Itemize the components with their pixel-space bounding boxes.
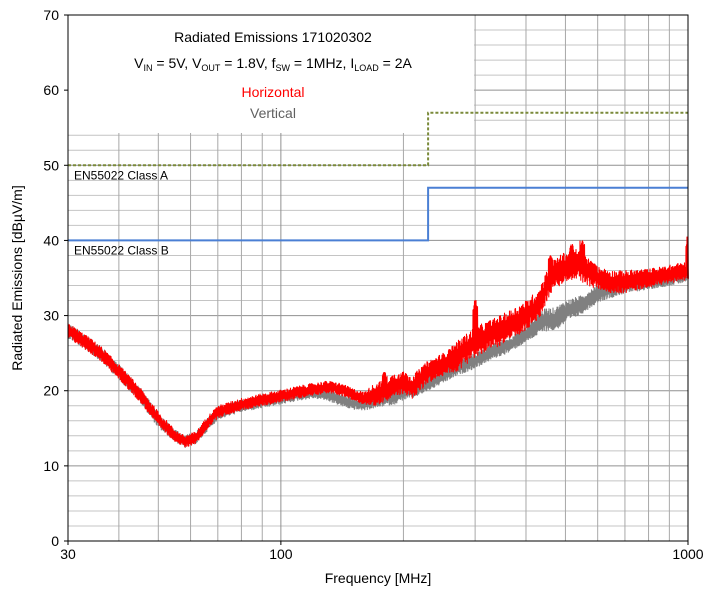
y-tick-label: 50 — [43, 157, 59, 173]
x-tick-label: 100 — [269, 546, 293, 562]
limit-label-class-a: EN55022 Class A — [74, 168, 168, 182]
series-layer — [67, 236, 689, 448]
series-horizontal-line — [67, 236, 689, 448]
y-tick-label: 30 — [43, 308, 59, 324]
chart-subtitle: VIN = 5V, VOUT = 1.8V, fSW = 1MHz, ILOAD… — [134, 55, 412, 73]
grid — [67, 14, 689, 542]
limit-label-class-b: EN55022 Class B — [74, 243, 169, 257]
x-axis-label: Frequency [MHz] — [325, 570, 432, 586]
legend-vertical: Vertical — [250, 105, 296, 121]
axis-ticks: 0 10 20 30 40 50 60 70 30 100 1000 — [43, 7, 703, 562]
plot-frame — [67, 14, 689, 542]
legend-box — [68, 15, 474, 133]
y-tick-label: 10 — [43, 458, 59, 474]
legend-horizontal: Horizontal — [241, 84, 304, 100]
limit-lines: EN55022 Class A EN55022 Class B — [68, 111, 688, 257]
y-tick-label: 70 — [43, 7, 59, 23]
chart-title: Radiated Emissions 171020302 — [174, 29, 372, 45]
y-tick-label: 40 — [43, 232, 59, 248]
x-tick-label: 30 — [60, 546, 76, 562]
y-tick-label: 0 — [51, 533, 59, 549]
y-tick-label: 20 — [43, 383, 59, 399]
y-axis-label: Radiated Emissions [dBµV/m] — [9, 185, 25, 370]
limit-line-class-a — [68, 111, 688, 167]
y-tick-label: 60 — [43, 82, 59, 98]
limit-line-class-b — [68, 186, 688, 242]
x-tick-label: 1000 — [672, 546, 703, 562]
